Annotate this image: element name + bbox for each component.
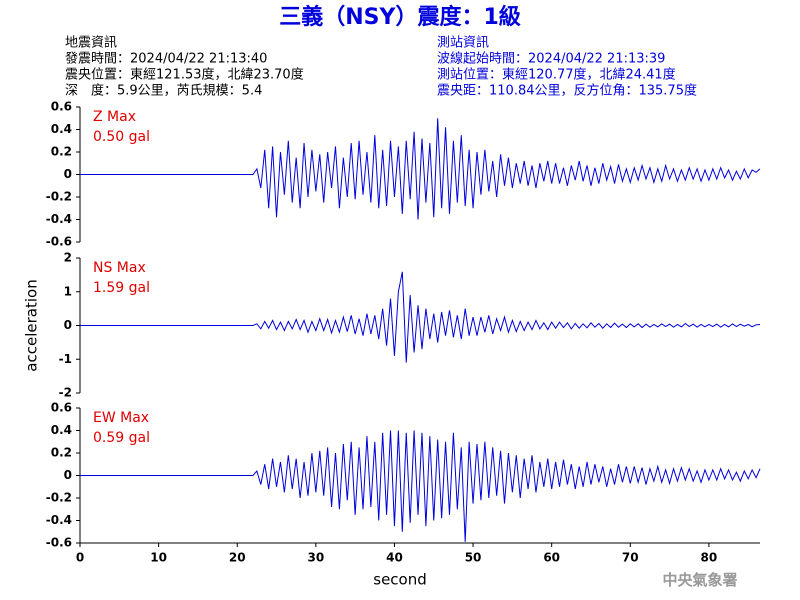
panel-label: NS Max — [93, 260, 146, 276]
y-tick-label: 0.2 — [51, 145, 72, 159]
y-tick-label: -0.2 — [46, 190, 72, 204]
x-tick-label: 80 — [701, 551, 718, 565]
y-tick-label: 0 — [64, 167, 72, 181]
info-left: 地震資訊 — [65, 36, 117, 51]
x-tick-label: 20 — [229, 551, 246, 565]
y-tick-label: -0.6 — [46, 536, 72, 550]
x-tick-label: 30 — [307, 551, 324, 565]
x-tick-label: 60 — [543, 551, 560, 565]
footer: 中央氣象署 — [662, 571, 737, 589]
x-tick-label: 0 — [76, 551, 84, 565]
info-right: 測站位置：東經120.77度，北緯24.41度 — [437, 67, 676, 83]
info-left: 深 度：5.9公里，芮氏規模：5.4 — [65, 83, 262, 99]
x-axis-label: second — [373, 571, 427, 589]
y-axis-label: acceleration — [23, 279, 41, 371]
y-tick-label: -2 — [59, 386, 72, 400]
title: 三義（NSY）震度：1級 — [279, 4, 521, 30]
x-tick-label: 50 — [465, 551, 482, 565]
y-tick-label: 2 — [64, 251, 72, 265]
info-right: 測站資訊 — [437, 36, 489, 51]
y-tick-label: -0.4 — [46, 212, 72, 226]
y-tick-label: -0.2 — [46, 491, 72, 505]
panel-label: EW Max — [93, 410, 149, 426]
max-label: 0.50 gal — [93, 129, 150, 145]
info-left: 發震時間：2024/04/22 21:13:40 — [65, 52, 267, 67]
y-tick-label: 0.4 — [51, 423, 72, 437]
x-tick-label: 10 — [150, 551, 167, 565]
y-tick-label: 0.6 — [51, 100, 72, 114]
y-tick-label: 1 — [64, 284, 72, 298]
panel-label: Z Max — [93, 109, 136, 125]
y-tick-label: -0.6 — [46, 235, 72, 249]
waveform — [80, 271, 761, 363]
info-right: 波線起始時間：2024/04/22 21:13:39 — [437, 51, 665, 67]
y-tick-label: 0.2 — [51, 446, 72, 460]
max-label: 0.59 gal — [93, 430, 150, 446]
y-tick-label: 0.4 — [51, 122, 72, 136]
y-tick-label: 0.6 — [51, 401, 72, 415]
x-tick-label: 70 — [622, 551, 639, 565]
info-right: 震央距：110.84公里，反方位角：135.75度 — [437, 83, 697, 99]
waveform — [80, 430, 761, 542]
y-tick-label: 0 — [64, 468, 72, 482]
x-tick-label: 40 — [386, 551, 403, 565]
y-tick-label: -0.4 — [46, 513, 72, 527]
info-left: 震央位置：東經121.53度，北緯23.70度 — [65, 67, 304, 83]
y-tick-label: 0 — [64, 318, 72, 332]
max-label: 1.59 gal — [93, 280, 150, 296]
y-tick-label: -1 — [59, 352, 72, 366]
waveform — [80, 118, 761, 220]
